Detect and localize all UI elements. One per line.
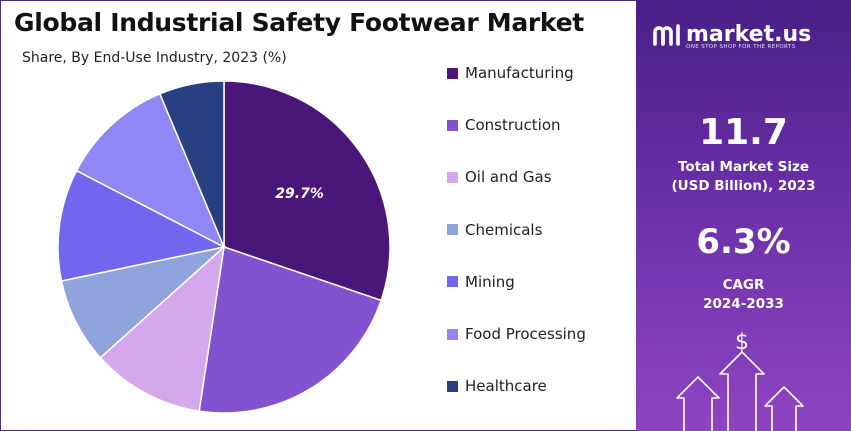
cagr-label: CAGR 2024-2033 <box>636 276 851 314</box>
chart-title: Global Industrial Safety Footwear Market <box>14 8 584 37</box>
legend-label: Chemicals <box>465 220 543 239</box>
legend-item-mining: Mining <box>447 271 515 293</box>
legend-swatch <box>447 276 458 288</box>
legend-swatch <box>447 380 458 392</box>
pie-slice-healthcare <box>158 80 225 248</box>
side-panel: market.us ONE STOP SHOP FOR THE REPORTS … <box>636 0 851 431</box>
legend-label: Food Processing <box>465 325 586 343</box>
pie-slice-food-processing <box>75 92 226 249</box>
legend-swatch <box>447 328 458 340</box>
legend-item-chemicals: Chemicals <box>447 219 542 241</box>
pie-slice-manufacturing <box>223 80 391 302</box>
dollar-arrows-icon: $ <box>676 330 804 431</box>
legend-swatch <box>447 119 458 131</box>
cagr-value: 6.3% <box>696 222 791 262</box>
cagr-label-line2: 2024-2033 <box>703 296 784 312</box>
legend-label: Construction <box>465 116 561 135</box>
legend-item-food-processing: Food Processing <box>447 323 586 345</box>
pie-slice-construction <box>198 246 383 414</box>
market-size-label: Total Market Size (USD Billion), 2023 <box>636 158 851 196</box>
legend-item-oil-and-gas: Oil and Gas <box>447 166 552 188</box>
legend-swatch <box>447 67 458 79</box>
brand-tagline: ONE STOP SHOP FOR THE REPORTS <box>686 44 796 50</box>
pie-slice-chemicals <box>60 245 227 359</box>
legend-item-healthcare: Healthcare <box>447 375 547 397</box>
market-size-label-line1: Total Market Size <box>677 159 810 175</box>
brand-name: market.us <box>686 22 812 47</box>
legend-swatch <box>447 171 458 183</box>
chart-subtitle: Share, By End-Use Industry, 2023 (%) <box>22 50 287 66</box>
pie-slice-oil-and-gas <box>99 245 226 412</box>
svg-text:$: $ <box>735 330 749 355</box>
market-size-value: 11.7 <box>699 112 788 153</box>
cagr-label-line1: CAGR <box>722 277 765 293</box>
legend-label: Manufacturing <box>465 64 574 82</box>
brand: market.us <box>652 22 811 48</box>
legend-item-construction: Construction <box>447 114 561 136</box>
market-us-logo-icon <box>653 24 680 46</box>
legend-item-manufacturing: Manufacturing <box>447 62 574 84</box>
legend-label: Oil and Gas <box>465 168 552 187</box>
legend-label: Healthcare <box>465 377 547 396</box>
legend-label: Mining <box>465 272 515 291</box>
pie-slice-mining <box>57 169 227 282</box>
data-label-manufacturing: 29.7% <box>275 186 324 202</box>
legend-swatch <box>447 224 458 236</box>
market-size-label-line2: (USD Billion), 2023 <box>671 178 816 194</box>
pie-chart: 29.7% <box>57 80 391 414</box>
